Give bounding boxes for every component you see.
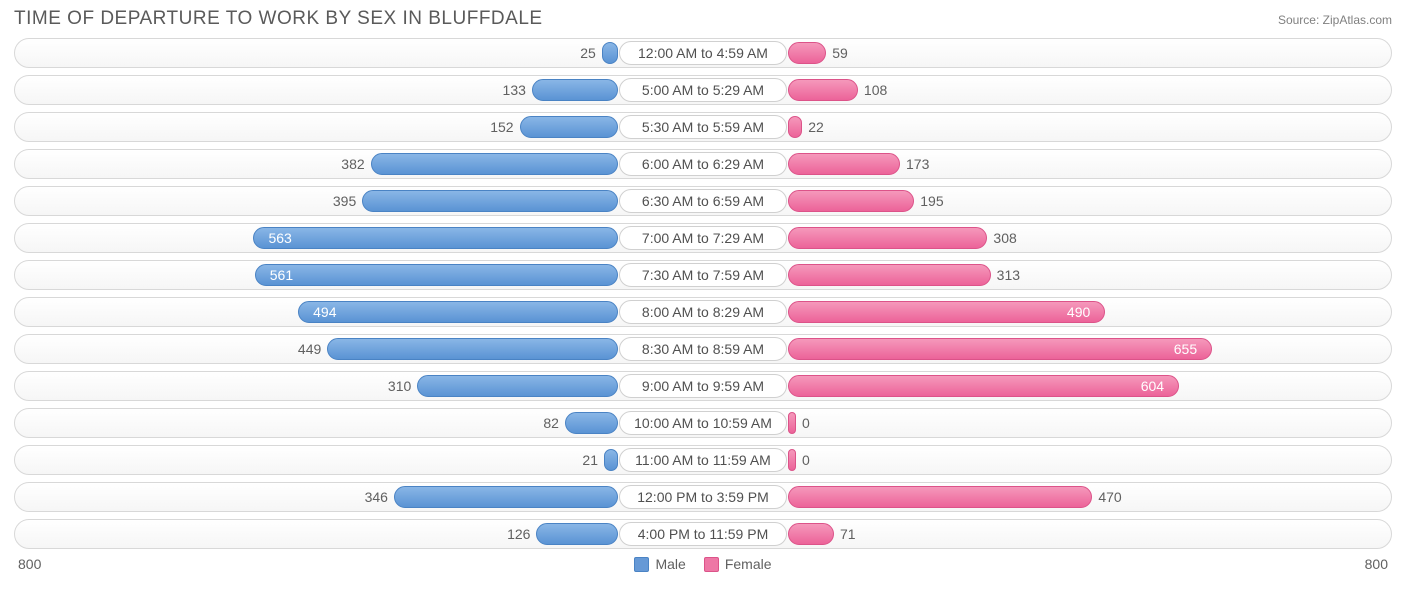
male-bar [417,375,618,397]
male-bar [371,153,618,175]
male-bar [362,190,618,212]
chart-header: TIME OF DEPARTURE TO WORK BY SEX IN BLUF… [14,8,1392,30]
male-bar [327,338,618,360]
female-value: 604 [1134,375,1174,397]
female-value: 470 [1092,486,1121,508]
male-swatch-icon [634,557,649,572]
female-bar [788,227,987,249]
category-label: 4:00 PM to 11:59 PM [619,522,787,546]
chart-row: 25 59 12:00 AM to 4:59 AM [14,38,1392,68]
chart-source: Source: ZipAtlas.com [1278,13,1392,27]
male-value: 561 [260,264,300,286]
male-value: 346 [365,486,394,508]
female-bar [788,338,1212,360]
category-label: 12:00 PM to 3:59 PM [619,485,787,509]
female-value: 59 [826,42,848,64]
female-bar [788,301,1105,323]
category-label: 9:00 AM to 9:59 AM [619,374,787,398]
category-label: 5:30 AM to 5:59 AM [619,115,787,139]
chart-title: TIME OF DEPARTURE TO WORK BY SEX IN BLUF… [14,8,543,30]
male-value: 310 [388,375,417,397]
female-value: 22 [802,116,824,138]
category-label: 6:00 AM to 6:29 AM [619,152,787,176]
female-bar [788,264,991,286]
female-bar [788,375,1179,397]
male-value: 382 [341,153,370,175]
chart-row: 152 22 5:30 AM to 5:59 AM [14,112,1392,142]
chart-row: 133 108 5:00 AM to 5:29 AM [14,75,1392,105]
category-label: 10:00 AM to 10:59 AM [619,411,787,435]
legend-female: Female [704,556,772,572]
female-swatch-icon [704,557,719,572]
male-bar [565,412,618,434]
female-bar [788,79,858,101]
male-value: 133 [503,79,532,101]
female-value: 0 [796,449,810,471]
axis-right-max: 800 [1365,556,1388,572]
male-bar [520,116,618,138]
female-bar [788,153,900,175]
chart-row: 395 195 6:30 AM to 6:59 AM [14,186,1392,216]
legend-female-label: Female [725,556,772,572]
female-bar [788,486,1092,508]
category-label: 7:00 AM to 7:29 AM [619,226,787,250]
female-bar [788,412,796,434]
female-value: 71 [834,523,856,545]
female-bar [788,523,834,545]
male-value: 21 [582,449,604,471]
male-bar [532,79,618,101]
chart-row: 82 0 10:00 AM to 10:59 AM [14,408,1392,438]
chart-row: 21 0 11:00 AM to 11:59 AM [14,445,1392,475]
category-label: 11:00 AM to 11:59 AM [619,448,787,472]
female-bar [788,42,826,64]
male-bar [604,449,618,471]
male-value: 82 [543,412,565,434]
male-value: 449 [298,338,327,360]
chart-row: 310 604 9:00 AM to 9:59 AM [14,371,1392,401]
male-value: 395 [333,190,362,212]
male-value: 152 [490,116,519,138]
category-label: 5:00 AM to 5:29 AM [619,78,787,102]
chart-row: 449 655 8:30 AM to 8:59 AM [14,334,1392,364]
male-bar [536,523,618,545]
chart-row: 346 470 12:00 PM to 3:59 PM [14,482,1392,512]
male-value: 126 [507,523,536,545]
female-value: 0 [796,412,810,434]
female-value: 173 [900,153,929,175]
axis-left-max: 800 [18,556,41,572]
female-bar [788,116,802,138]
chart-row: 126 71 4:00 PM to 11:59 PM [14,519,1392,549]
legend-male-label: Male [655,556,685,572]
male-bar [298,301,618,323]
female-bar [788,190,914,212]
female-value: 313 [991,264,1020,286]
female-value: 490 [1060,301,1100,323]
male-bar [394,486,618,508]
female-bar [788,449,796,471]
chart-row: 494 490 8:00 AM to 8:29 AM [14,297,1392,327]
male-bar [253,227,618,249]
category-label: 12:00 AM to 4:59 AM [619,41,787,65]
chart-footer: 800 Male Female 800 [14,556,1392,572]
male-value: 494 [303,301,343,323]
legend: Male Female [634,556,771,572]
female-value: 195 [914,190,943,212]
category-label: 8:00 AM to 8:29 AM [619,300,787,324]
chart-row: 561 313 7:30 AM to 7:59 AM [14,260,1392,290]
chart-row: 382 173 6:00 AM to 6:29 AM [14,149,1392,179]
male-bar [602,42,618,64]
diverging-bar-chart: 25 59 12:00 AM to 4:59 AM 133 108 5:00 AM to … [14,38,1392,549]
category-label: 7:30 AM to 7:59 AM [619,263,787,287]
female-value: 108 [858,79,887,101]
male-bar [255,264,618,286]
category-label: 8:30 AM to 8:59 AM [619,337,787,361]
chart-row: 563 308 7:00 AM to 7:29 AM [14,223,1392,253]
male-value: 25 [580,42,602,64]
category-label: 6:30 AM to 6:59 AM [619,189,787,213]
male-value: 563 [258,227,298,249]
female-value: 655 [1167,338,1207,360]
female-value: 308 [987,227,1016,249]
legend-male: Male [634,556,685,572]
